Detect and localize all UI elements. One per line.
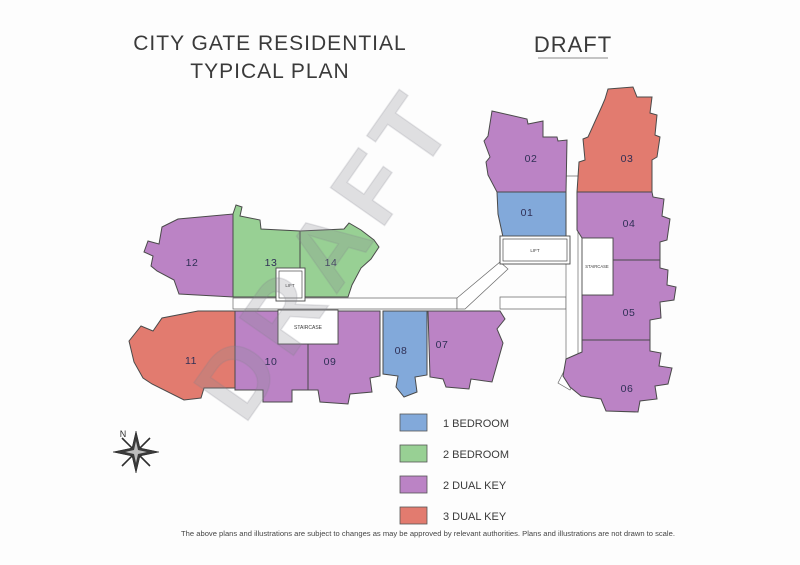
unit-05-region <box>581 259 677 341</box>
core-layer: LIFT STAIRCASE LIFT STAIRCASE <box>275 235 614 345</box>
compass-north-label: N <box>120 429 127 439</box>
page-title-line2: TYPICAL PLAN <box>190 60 349 83</box>
page-title-line1: CITY GATE RESIDENTIAL <box>133 32 406 55</box>
unit-08-region <box>382 310 428 398</box>
legend-label-3-dual-key: 3 DUAL KEY <box>443 511 507 523</box>
lift-label: LIFT <box>530 248 540 253</box>
corridor-diagonal <box>456 261 509 310</box>
legend-swatch-3-dual-key <box>399 506 428 525</box>
unit-13-label: 13 <box>265 257 278 269</box>
staircase-box <box>277 309 339 345</box>
legend-swatch-1-bedroom <box>399 413 428 432</box>
legend-label-1-bedroom: 1 BEDROOM <box>443 418 509 430</box>
legend-swatch-2-dual-key <box>399 475 428 494</box>
legend-label-2-bedroom: 2 BEDROOM <box>443 449 509 461</box>
disclaimer-text: The above plans and illustrations are su… <box>181 529 675 538</box>
unit-12-region <box>143 213 234 298</box>
unit-03-label: 03 <box>621 153 634 165</box>
legend-swatch-2-bedroom <box>399 444 428 463</box>
staircase-label: STAIRCASE <box>585 264 609 269</box>
staircase-box <box>581 237 614 296</box>
unit-03-region <box>576 86 661 193</box>
corridor-right-horizontal <box>499 296 567 310</box>
legend-item-2-bedroom: 2 BEDROOM <box>399 444 509 463</box>
unit-06-region <box>562 339 673 413</box>
unit-02-region <box>483 110 568 193</box>
legend: 1 BEDROOM 2 BEDROOM 2 DUAL KEY 3 DUAL KE… <box>399 413 509 525</box>
legend-item-1-bedroom: 1 BEDROOM <box>399 413 509 432</box>
unit-01-label: 01 <box>521 207 534 219</box>
unit-14-region <box>299 222 380 298</box>
unit-06-label: 06 <box>621 383 634 395</box>
unit-09-label: 09 <box>324 356 337 368</box>
unit-07-region <box>427 310 506 390</box>
unit-04-label: 04 <box>623 218 636 230</box>
unit-08-label: 08 <box>395 345 408 357</box>
legend-item-2-dual-key: 2 DUAL KEY <box>399 475 507 494</box>
lift-label: LIFT <box>285 283 295 288</box>
unit-11-region <box>128 310 236 401</box>
unit-10-label: 10 <box>265 356 278 368</box>
unit-layer: 12 13 14 11 10 09 08 07 02 01 03 04 05 06 <box>128 86 677 413</box>
unit-07-label: 07 <box>436 339 449 351</box>
unit-05-label: 05 <box>623 307 636 319</box>
unit-12-label: 12 <box>186 257 199 269</box>
lift-inner-box <box>502 238 568 262</box>
compass-rose: N <box>112 429 160 474</box>
corridor-layer <box>232 175 579 391</box>
compass-star-inner <box>125 441 147 463</box>
legend-item-3-dual-key: 3 DUAL KEY <box>399 506 507 525</box>
unit-11-label: 11 <box>185 355 197 367</box>
unit-14-label: 14 <box>325 257 338 269</box>
lift-inner-box <box>278 270 303 299</box>
staircase-label: STAIRCASE <box>294 325 323 331</box>
unit-02-label: 02 <box>525 153 538 165</box>
legend-label-2-dual-key: 2 DUAL KEY <box>443 480 507 492</box>
draft-header: DRAFT <box>534 32 612 57</box>
